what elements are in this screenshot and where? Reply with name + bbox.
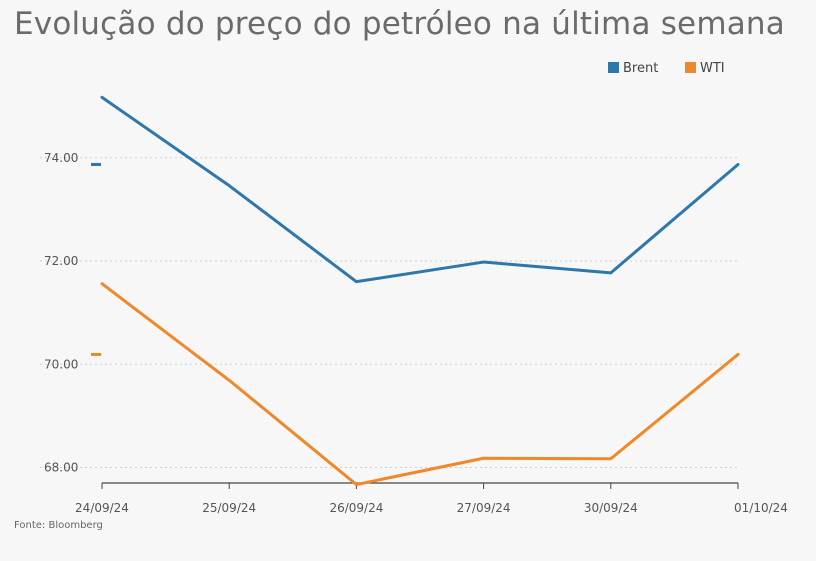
legend-label-brent: Brent xyxy=(623,61,658,76)
legend-swatch-brent xyxy=(608,62,619,73)
x-tick-label: 30/09/24 xyxy=(584,501,638,515)
series-line-wti xyxy=(100,282,740,487)
y-axis: 68.00 70.00 72.00 74.00 xyxy=(44,151,78,475)
source-note: Fonte: Bloomberg xyxy=(14,520,103,531)
y-tick-label: 68.00 xyxy=(44,461,78,475)
series-lines xyxy=(100,95,740,487)
series-line-brent xyxy=(100,95,740,284)
x-axis: 24/09/24 25/09/24 26/09/24 27/09/24 30/09/24… xyxy=(75,483,788,515)
legend: Brent WTI xyxy=(608,61,725,76)
x-tick-label: 27/09/24 xyxy=(457,501,511,515)
x-tick-label: 26/09/24 xyxy=(329,501,383,515)
y-tick-label: 70.00 xyxy=(44,357,78,371)
last-value-markers xyxy=(91,162,101,356)
legend-label-wti: WTI xyxy=(700,61,725,76)
gridlines xyxy=(40,157,738,469)
legend-swatch-wti xyxy=(685,62,696,73)
x-tick-label: 25/09/24 xyxy=(202,501,256,515)
y-tick-label: 74.00 xyxy=(44,151,78,165)
x-tick-label: 24/09/24 xyxy=(75,501,129,515)
chart-title: Evolução do preço do petróleo na última … xyxy=(14,6,785,42)
y-tick-label: 72.00 xyxy=(44,254,78,268)
x-tick-label: 01/10/24 xyxy=(734,501,788,515)
